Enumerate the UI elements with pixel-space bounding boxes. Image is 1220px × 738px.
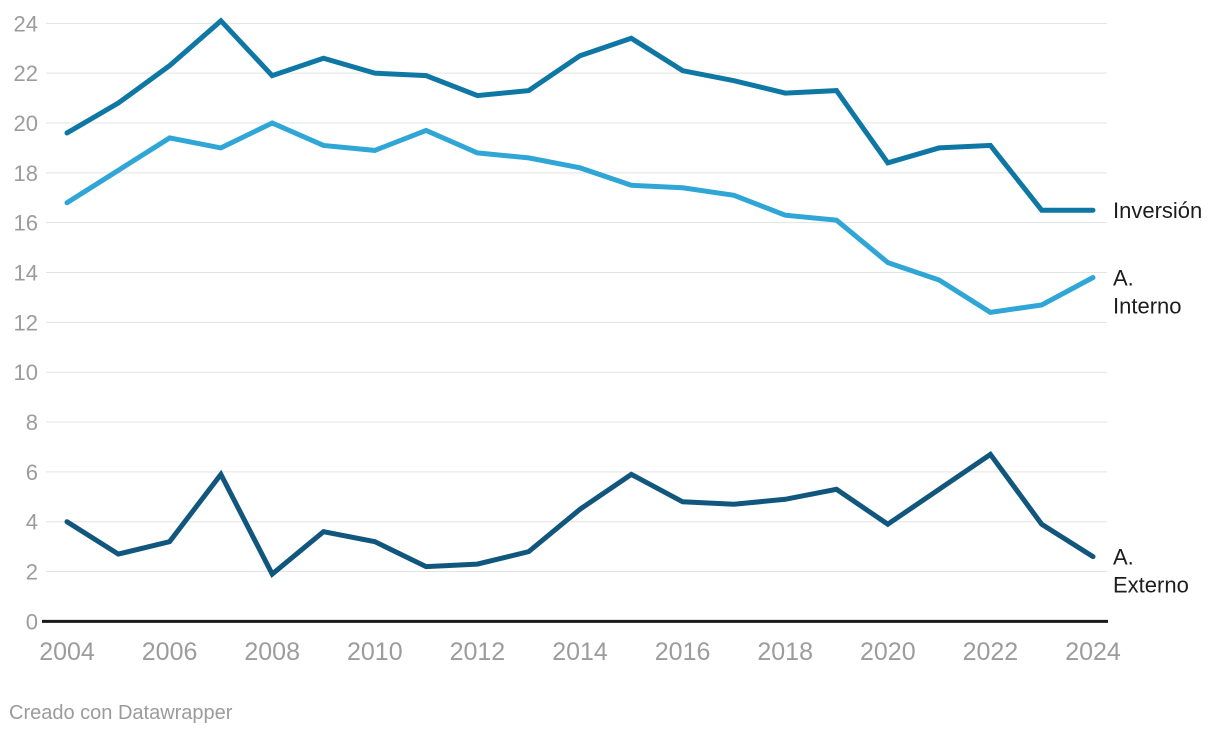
y-axis-tick-label: 4 <box>26 510 38 535</box>
x-axis-tick-label: 2010 <box>347 638 403 666</box>
y-axis-tick-label: 0 <box>26 609 38 634</box>
y-axis-tick-label: 20 <box>14 111 38 136</box>
y-axis-tick-label: 22 <box>14 61 38 86</box>
series-line-a-interno[interactable] <box>64 120 1096 315</box>
y-axis-tick-label: 2 <box>26 560 38 585</box>
y-axis-tick-label: 12 <box>14 310 38 335</box>
x-axis-tick-label: 2014 <box>552 638 608 666</box>
series-label-inversion: Inversión <box>1113 198 1202 223</box>
x-axis-tick-label: 2024 <box>1065 638 1121 666</box>
y-axis-tick-label: 18 <box>14 161 38 186</box>
y-axis-tick-label: 14 <box>14 261 38 286</box>
chart-credit[interactable]: Creado con Datawrapper <box>9 702 233 724</box>
x-axis-tick-label: 2012 <box>450 638 506 666</box>
x-axis-tick-label: 2008 <box>244 638 300 666</box>
y-axis-tick-label: 10 <box>14 360 38 385</box>
series-label-a-externo: Externo <box>1113 573 1189 598</box>
x-axis-tick-label: 2016 <box>655 638 711 666</box>
x-axis-tick-label: 2022 <box>963 638 1019 666</box>
y-axis-tick-label: 16 <box>14 211 38 236</box>
series-label-a-interno: A. <box>1113 266 1134 291</box>
y-axis-tick-label: 8 <box>26 410 38 435</box>
x-axis-tick-label: 2006 <box>142 638 198 666</box>
y-axis-tick-label: 6 <box>26 460 38 485</box>
series-label-a-interno: Interno <box>1113 294 1182 319</box>
series-line-a-externo[interactable] <box>64 451 1096 578</box>
x-axis-tick-label: 2020 <box>860 638 916 666</box>
x-axis-tick-label: 2004 <box>39 638 95 666</box>
series-line-inversion[interactable] <box>64 17 1096 213</box>
series-label-a-externo: A. <box>1113 545 1134 570</box>
y-axis-tick-label: 24 <box>14 11 38 36</box>
x-axis-tick-label: 2018 <box>757 638 813 666</box>
